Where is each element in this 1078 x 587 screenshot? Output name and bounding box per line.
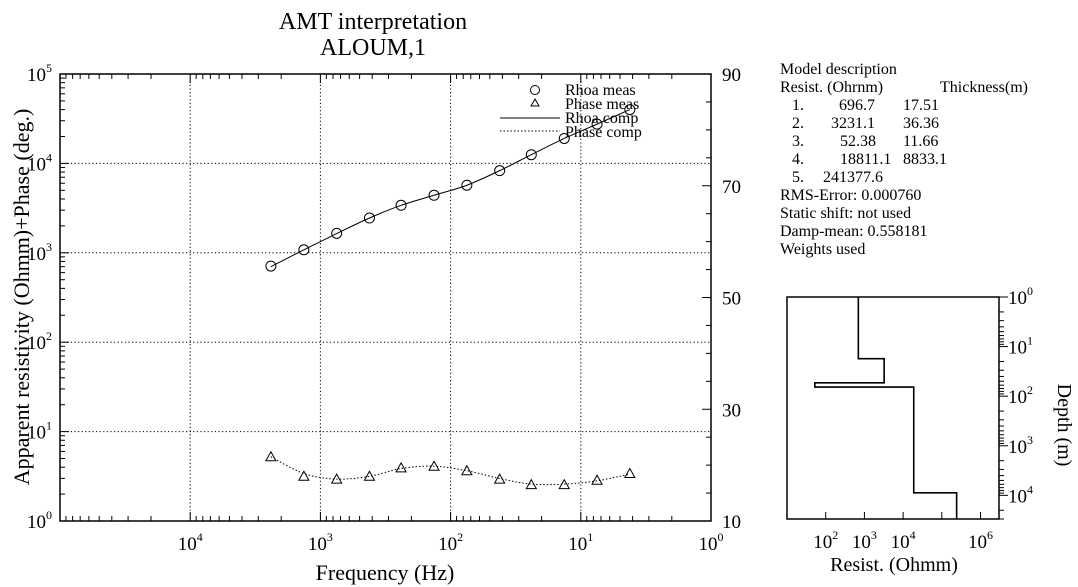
x-axis-label: Frequency (Hz) [316,560,455,585]
main-ticks [59,73,712,522]
model-row: 4. 18811.1 8833.1 [792,151,947,168]
y-tick-label: 102 [27,329,52,354]
model-row: 3. 52.38 11.66 [792,133,938,150]
y-tick-label: 100 [27,508,52,533]
phase-meas-point [363,470,376,481]
legend-phase-comp: Phase comp [565,124,642,141]
model-row: 2. 3231.1 36.36 [792,115,939,132]
model-row-index: 1. [792,97,804,114]
phase-meas-point [298,470,310,481]
legend-triangle-marker [530,97,540,107]
depth-model-dotted-line [814,297,958,519]
y-tick-label: 105 [27,61,52,86]
static-shift: Static shift: not used [780,205,911,222]
main-series [265,104,636,490]
phase-meas-point [461,464,473,476]
depth-x-axis-label: Resist. (Ohmm) [830,554,958,576]
x-tick-label: 103 [308,530,333,555]
phase-meas-point [624,467,636,479]
depth-ticks [786,296,1008,520]
y-tick-label: 101 [27,419,52,444]
model-col-resist: Resist. (Ohrnm) [780,79,883,96]
weights-used: Weights used [780,241,865,258]
phase-comp-line [270,456,630,486]
y-tick-label: 104 [27,150,52,175]
depth-tick-label: 102 [1008,383,1033,408]
y-tick-label: 103 [27,240,52,265]
resist-tick-label: 106 [968,528,993,553]
damp-mean: Damp-mean: 0.558181 [780,223,928,240]
model-row-resist: 18811.1 [840,151,891,168]
depth-tick-label: 104 [1008,482,1033,507]
model-row-thickness: 11.66 [903,133,938,150]
x-tick-label: 104 [178,530,203,555]
x-tick-label: 102 [438,530,463,555]
y-axis-label: Apparent resistivity (Ohmm)+Phase (deg.) [9,109,34,486]
x-tick-label: 101 [568,530,593,555]
phase-meas-point [395,461,407,473]
model-row-thickness: 8833.1 [903,151,947,168]
x-tick-label: 100 [699,530,724,555]
depth-tick-label: 101 [1008,334,1033,359]
legend-phase-meas: Phase meas [565,96,639,113]
model-description: Model description Resist. (Ohrnm) Thickn… [780,61,1028,258]
legend-rhoa-meas: Rhoa meas [565,82,636,99]
phase-meas-point [525,478,538,490]
depth-model-line [814,297,958,519]
rhoa-comp-line [270,109,631,268]
depth-tick-label: 103 [1008,433,1033,458]
model-row-resist: 696.7 [839,97,875,114]
rms-error: RMS-Error: 0.000760 [780,187,921,204]
model-row-resist: 52.38 [840,133,876,150]
model-row-thickness: 36.36 [903,115,939,132]
depth-plot-frame [786,296,1000,520]
main-tick-labels: 104 103 102 101 100 100 101 102 103 104 105 10 30 50 7… [27,61,741,555]
model-row: 5. 241377.6 [792,169,883,186]
depth-y-axis-label: Depth (m) [1053,384,1075,467]
y2-tick-label: 50 [722,289,741,310]
legend: Rhoa meas Phase meas Rhoa comp Phase com… [500,82,642,141]
y2-tick-label: 30 [722,400,741,421]
model-row-index: 4. [792,151,804,168]
resist-tick-label: 104 [891,528,916,553]
phase-meas-point [265,450,277,462]
y2-tick-label: 70 [722,177,741,198]
depth-tick-labels: 102 103 104 106 100 101 102 103 104 [813,284,1033,553]
model-row-resist: 3231.1 [831,115,875,132]
resist-tick-label: 102 [813,528,838,553]
y2-tick-label: 90 [722,65,741,86]
model-row-index: 2. [792,115,804,132]
model-row-thickness: 17.51 [903,97,939,114]
main-plot-frame [59,73,712,522]
model-row-index: 3. [792,133,804,150]
depth-tick-label: 100 [1008,284,1033,309]
depth-series [814,297,958,519]
phase-meas-point [558,478,571,490]
model-row: 1. 696.7 17.51 [792,97,939,114]
legend-rhoa-comp: Rhoa comp [565,110,638,127]
main-grid [60,74,711,521]
resist-tick-label: 103 [852,528,877,553]
model-row-index: 5. [792,169,804,186]
model-heading: Model description [780,61,897,78]
model-row-resist: 241377.6 [823,169,883,186]
chart-title: AMT interpretation [279,9,467,35]
phase-meas-point [591,474,603,485]
model-col-thickness: Thickness(m) [940,79,1028,96]
legend-circle-marker [530,85,540,95]
chart-subtitle: ALOUM,1 [320,35,426,61]
y2-tick-label: 10 [722,512,741,533]
